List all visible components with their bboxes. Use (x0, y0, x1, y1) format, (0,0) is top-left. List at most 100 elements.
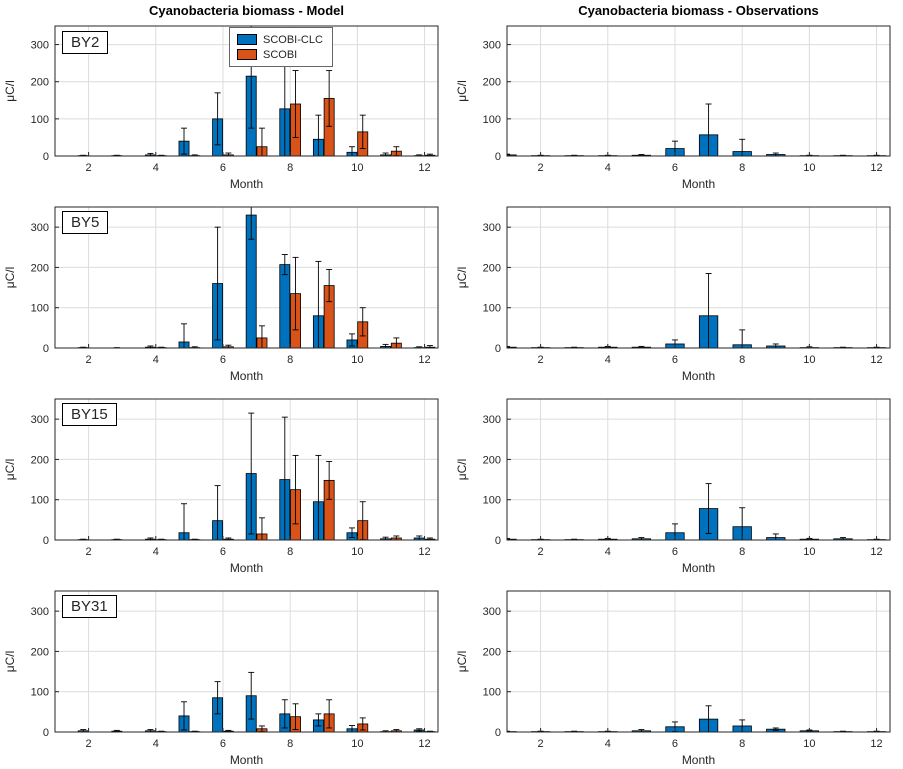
svg-text:200: 200 (483, 262, 501, 274)
svg-text:6: 6 (672, 354, 678, 366)
svg-text:2: 2 (86, 162, 92, 174)
svg-text:12: 12 (418, 546, 430, 558)
svg-text:6: 6 (220, 738, 226, 750)
svg-text:μC/l: μC/l (3, 651, 17, 673)
svg-text:2: 2 (86, 738, 92, 750)
chart-by15-observations: 2 4 6 8 10 12 0 100 200 300 Month μC/l (455, 398, 891, 575)
svg-text:4: 4 (605, 546, 611, 558)
svg-text:300: 300 (31, 606, 49, 618)
svg-text:Month: Month (230, 369, 263, 383)
svg-text:100: 100 (483, 495, 501, 507)
svg-text:100: 100 (31, 687, 49, 699)
svg-text:4: 4 (605, 162, 611, 174)
svg-text:0: 0 (43, 535, 49, 547)
svg-text:300: 300 (483, 414, 501, 426)
svg-text:8: 8 (287, 546, 293, 558)
svg-text:μC/l: μC/l (3, 267, 17, 289)
svg-text:12: 12 (870, 162, 882, 174)
subplot-by2-observations: Cyanobacteria biomass - Observations 2 4 6… (452, 0, 903, 193)
svg-text:μC/l: μC/l (3, 80, 17, 102)
svg-text:200: 200 (31, 454, 49, 466)
svg-text:0: 0 (495, 535, 501, 547)
legend-label-scobi: SCOBI (263, 48, 298, 61)
svg-text:10: 10 (351, 162, 363, 174)
svg-text:6: 6 (672, 162, 678, 174)
svg-text:12: 12 (418, 738, 430, 750)
svg-text:12: 12 (870, 738, 882, 750)
svg-text:10: 10 (351, 738, 363, 750)
svg-text:Month: Month (682, 369, 715, 383)
svg-text:8: 8 (287, 354, 293, 366)
svg-text:12: 12 (418, 162, 430, 174)
svg-text:6: 6 (220, 546, 226, 558)
svg-text:2: 2 (86, 354, 92, 366)
svg-text:10: 10 (351, 546, 363, 558)
svg-text:100: 100 (483, 687, 501, 699)
svg-text:4: 4 (153, 162, 159, 174)
svg-text:12: 12 (870, 354, 882, 366)
svg-text:100: 100 (31, 114, 49, 126)
svg-text:2: 2 (538, 354, 544, 366)
svg-text:10: 10 (803, 354, 815, 366)
svg-text:μC/l: μC/l (455, 459, 469, 481)
chart-by2-model: 2 4 6 8 10 12 0 100 200 300 Month μC/l (3, 25, 439, 191)
svg-text:0: 0 (43, 151, 49, 163)
subplot-by15-model: 2 4 6 8 10 12 0 100 200 300 Month μC/l BY15 (0, 385, 451, 577)
svg-text:8: 8 (287, 162, 293, 174)
legend-item-scobi-clc: SCOBI-CLC (237, 32, 323, 47)
svg-text:8: 8 (739, 162, 745, 174)
svg-text:2: 2 (538, 546, 544, 558)
svg-text:2: 2 (538, 738, 544, 750)
svg-text:6: 6 (220, 354, 226, 366)
svg-text:μC/l: μC/l (455, 651, 469, 673)
chart-by5-model: 2 4 6 8 10 12 0 100 200 300 Month μC/l (3, 206, 439, 383)
subplot-by5-observations: 2 4 6 8 10 12 0 100 200 300 Month μC/l (452, 193, 903, 385)
svg-text:100: 100 (31, 303, 49, 315)
svg-text:4: 4 (605, 354, 611, 366)
svg-text:200: 200 (31, 646, 49, 658)
svg-text:300: 300 (31, 414, 49, 426)
svg-text:100: 100 (31, 495, 49, 507)
svg-text:Month: Month (230, 177, 263, 191)
chart-title-observations: Cyanobacteria biomass - Observations (578, 3, 819, 18)
svg-text:0: 0 (495, 151, 501, 163)
legend-label-scobi-clc: SCOBI-CLC (263, 33, 323, 46)
svg-text:Month: Month (682, 753, 715, 767)
svg-text:8: 8 (739, 546, 745, 558)
svg-text:10: 10 (351, 354, 363, 366)
svg-text:μC/l: μC/l (3, 459, 17, 481)
svg-text:10: 10 (803, 546, 815, 558)
svg-text:8: 8 (287, 738, 293, 750)
chart-by5-observations: 2 4 6 8 10 12 0 100 200 300 Month μC/l (455, 206, 891, 383)
svg-text:300: 300 (483, 40, 501, 52)
svg-text:4: 4 (605, 738, 611, 750)
svg-text:Month: Month (682, 177, 715, 191)
svg-text:10: 10 (803, 738, 815, 750)
station-label-by2: BY2 (62, 31, 109, 54)
svg-text:300: 300 (483, 606, 501, 618)
svg-text:300: 300 (31, 222, 49, 234)
svg-text:0: 0 (43, 343, 49, 355)
svg-text:12: 12 (418, 354, 430, 366)
legend-swatch-scobi-icon (237, 49, 257, 60)
svg-text:10: 10 (803, 162, 815, 174)
svg-text:8: 8 (739, 738, 745, 750)
svg-text:200: 200 (483, 646, 501, 658)
subplot-by31-model: 2 4 6 8 10 12 0 100 200 300 Month μC/l BY31 (0, 577, 451, 769)
svg-text:2: 2 (538, 162, 544, 174)
svg-text:300: 300 (31, 40, 49, 52)
svg-text:6: 6 (220, 162, 226, 174)
legend: SCOBI-CLC SCOBI (229, 27, 333, 67)
subplot-by31-observations: 2 4 6 8 10 12 0 100 200 300 Month μC/l (452, 577, 903, 769)
svg-text:μC/l: μC/l (455, 267, 469, 289)
station-label-by5: BY5 (62, 211, 109, 234)
svg-text:4: 4 (153, 546, 159, 558)
svg-text:4: 4 (153, 354, 159, 366)
svg-text:4: 4 (153, 738, 159, 750)
svg-text:8: 8 (739, 354, 745, 366)
svg-text:300: 300 (483, 222, 501, 234)
svg-text:Month: Month (230, 561, 263, 575)
chart-by31-model: 2 4 6 8 10 12 0 100 200 300 Month μC/l (3, 590, 439, 767)
svg-text:6: 6 (672, 738, 678, 750)
